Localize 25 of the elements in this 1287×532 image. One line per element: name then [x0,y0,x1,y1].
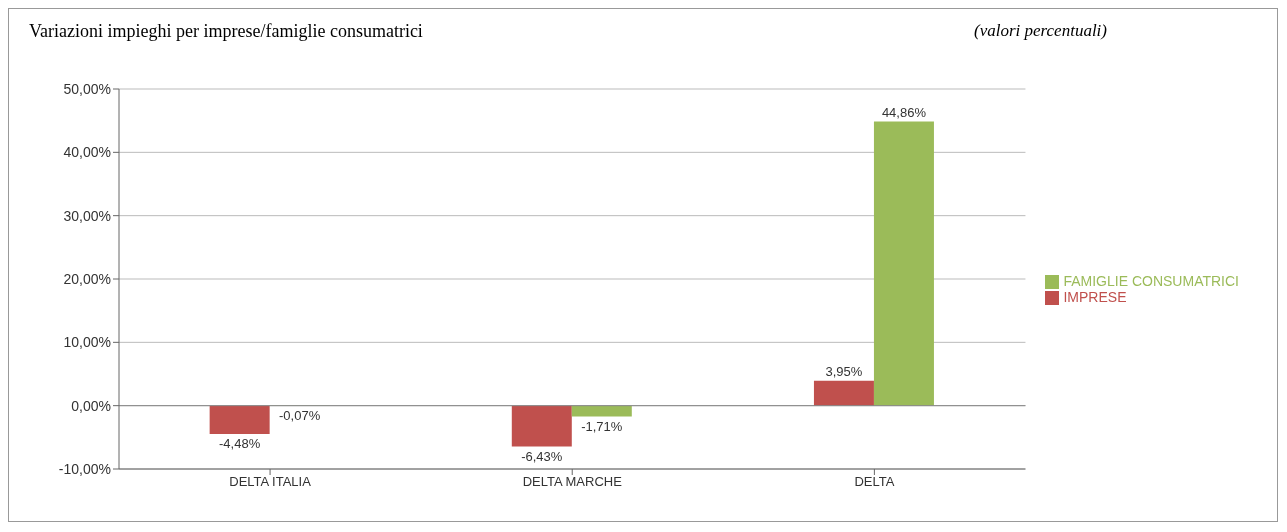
y-tick-label: -10,00% [58,460,111,477]
y-tick-label: 10,00% [63,334,111,351]
y-tick-label: 50,00% [63,80,111,97]
bar [511,405,572,447]
legend-label: FAMIGLIE CONSUMATRICI [1063,272,1239,289]
x-tick-label: DELTA MARCHE [522,474,623,490]
data-label: -0,07% [279,408,321,424]
bar [571,405,632,417]
bar [813,380,874,406]
bar [873,121,934,406]
y-tick-label: 30,00% [63,207,111,224]
x-tick-label: DELTA ITALIA [229,474,312,490]
chart-title: Variazioni impieghi per imprese/famiglie consumatrici [29,21,423,42]
data-label: 3,95% [825,363,863,379]
y-tick-label: 40,00% [63,144,111,161]
text: (valori percentuali) [974,21,1107,41]
data-label: -4,48% [219,436,261,452]
data-label: -1,71% [581,418,623,434]
data-label: -6,43% [521,448,563,464]
legend-label: IMPRESE [1063,289,1127,305]
data-label: 44,86% [881,104,927,120]
x-tick-label: DELTA [854,474,895,490]
bar [209,405,270,435]
y-tick-label: 20,00% [63,270,111,287]
y-tick-label: 0,00% [71,397,111,414]
